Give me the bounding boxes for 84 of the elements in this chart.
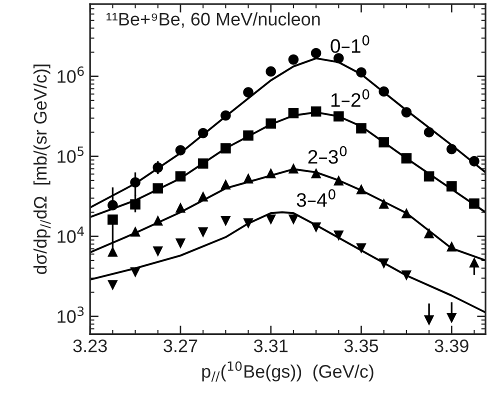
point	[220, 110, 231, 121]
point	[288, 214, 299, 225]
point	[334, 230, 344, 241]
point	[424, 315, 434, 326]
line-series	[90, 211, 486, 314]
point	[446, 313, 457, 324]
point	[152, 215, 164, 226]
point	[401, 107, 412, 118]
point	[266, 214, 276, 225]
x-tick-label: 3.31	[254, 339, 288, 352]
point	[356, 243, 366, 254]
point	[108, 200, 118, 210]
point	[356, 184, 366, 194]
x-tick-label: 3.39	[434, 339, 468, 352]
point	[220, 216, 231, 226]
point	[243, 130, 254, 141]
point	[401, 270, 412, 281]
point	[243, 218, 254, 229]
point	[198, 128, 208, 138]
point	[334, 175, 344, 186]
point	[310, 222, 322, 233]
point	[334, 111, 344, 122]
point	[175, 171, 186, 182]
point	[175, 202, 186, 213]
point	[446, 241, 457, 252]
series-label: 1–2$^{0}$	[331, 89, 370, 107]
point	[130, 199, 140, 210]
y-axis-title: dσ/dp$_{//}$dΩ [mb/(sr GeV/c)]	[33, 64, 51, 274]
point	[310, 106, 322, 117]
series-label: 3–4$^{0}$	[296, 189, 336, 207]
point	[288, 163, 299, 174]
point	[220, 179, 231, 190]
point	[446, 144, 457, 154]
x-tick-label: 3.23	[73, 339, 107, 352]
point	[424, 228, 434, 238]
x-tick-label: 3.35	[344, 339, 378, 352]
point	[378, 86, 390, 97]
point	[424, 171, 434, 182]
x-tick-label: 3.27	[164, 339, 198, 352]
y-tick-label: 10$^{5}$	[58, 146, 84, 163]
point	[424, 127, 434, 138]
point	[401, 153, 412, 164]
point	[469, 198, 480, 209]
series-label: 2–3$^{0}$	[308, 146, 347, 164]
point	[175, 145, 186, 156]
point	[401, 208, 412, 218]
point	[198, 227, 208, 238]
point	[130, 177, 140, 188]
point	[220, 143, 231, 154]
point	[266, 168, 276, 178]
point	[266, 118, 276, 129]
point	[108, 246, 118, 257]
point	[198, 158, 208, 169]
point	[108, 214, 118, 225]
point	[446, 181, 457, 192]
y-tick-label: 10$^{3}$	[58, 306, 84, 323]
point	[152, 162, 164, 173]
y-tick-label: 10$^{6}$	[58, 66, 84, 83]
point	[288, 54, 299, 65]
point	[108, 280, 118, 290]
point	[243, 173, 254, 184]
point	[469, 156, 480, 166]
point	[356, 67, 366, 78]
point	[334, 53, 344, 64]
point	[288, 108, 299, 118]
point	[356, 123, 366, 134]
point	[130, 267, 140, 278]
annotation: ¹¹Be+⁹Be, 60 MeV/nucleon	[106, 12, 320, 28]
point	[152, 246, 164, 257]
series-label: 0–1$^{0}$	[330, 35, 370, 53]
point	[310, 168, 322, 178]
point	[378, 137, 390, 148]
x-axis-title: p$_{//}$($^{10}$Be(gs)) (GeV/c)	[202, 361, 374, 382]
point	[130, 226, 140, 237]
point	[152, 183, 164, 194]
point	[243, 87, 254, 98]
point	[266, 66, 276, 77]
point	[175, 238, 186, 249]
point	[198, 191, 208, 202]
y-tick-label: 10$^{4}$	[58, 226, 84, 243]
point	[469, 257, 480, 268]
point	[378, 258, 390, 269]
point	[378, 198, 390, 209]
point	[310, 48, 322, 58]
